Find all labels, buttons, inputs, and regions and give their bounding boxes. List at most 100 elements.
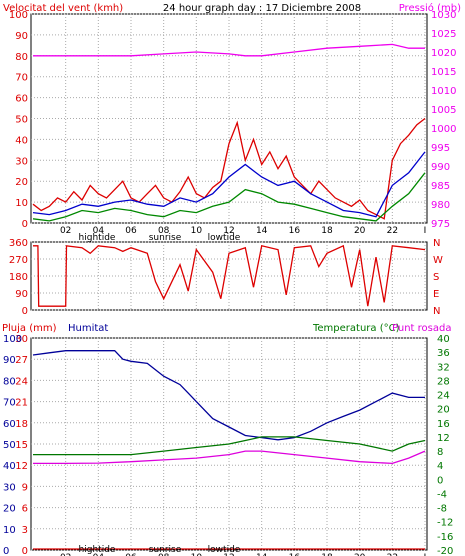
humidity-tick-label: 30: [3, 482, 16, 493]
pressure-tick-label: 1015: [431, 67, 456, 78]
rain-tick-label: 27: [15, 355, 28, 366]
wind-tick-label: 50: [15, 115, 28, 126]
x-tick-label: 08: [158, 553, 170, 556]
humidity-tick-label: 100: [3, 334, 22, 345]
series-temperature-line: [33, 436, 426, 456]
wind-tick-label: 20: [15, 177, 28, 188]
x-tick-label: 10: [191, 226, 203, 236]
series-avg-line: [32, 151, 426, 218]
pressure-axis-label: Pressió (mb): [399, 2, 461, 14]
rain-tick-label: 6: [22, 504, 28, 515]
rain-tick-label: 18: [15, 419, 28, 430]
humidity-tick-label: 40: [3, 461, 16, 472]
sunrise-label-bottom: sunrise: [149, 545, 182, 555]
temperature-tick-label: 28: [437, 376, 450, 387]
wind-axis-label: Velocitat del vent (kmh): [3, 3, 123, 14]
humidity-tick-label: 80: [3, 376, 16, 387]
sunrise-label: sunrise: [149, 233, 182, 243]
x-tick-label: 18: [321, 226, 333, 236]
hightide-label: hightide: [79, 233, 116, 243]
humidity-tick-label: 10: [3, 525, 16, 536]
lowtide-label-bottom: lowtide: [208, 545, 241, 555]
wind-tick-label: 60: [15, 94, 28, 105]
humidity-tick-label: 50: [3, 440, 16, 451]
series-humidity-line: [32, 350, 425, 441]
wind-tick-label: 30: [15, 156, 28, 167]
temperature-axis-label: Temperatura (°C): [312, 323, 400, 334]
series-low-line: [32, 172, 426, 222]
temperature-tick-label: 16: [437, 419, 450, 430]
x-tick-label: 02: [60, 553, 71, 556]
series-direction-line: [33, 244, 426, 307]
series-dewpoint-line: [33, 450, 426, 465]
x-tick-label: I: [424, 553, 427, 556]
direction-tick-label: 270: [9, 255, 28, 266]
pressure-tick-label: 975: [431, 219, 450, 230]
wind-tick-label: 40: [15, 135, 28, 146]
x-tick-label: 04: [93, 553, 105, 556]
x-tick-label: 14: [256, 553, 268, 556]
rain-tick-label: 30: [15, 334, 28, 345]
pressure-tick-label: 980: [431, 200, 450, 211]
compass-tick-label: S: [433, 272, 439, 283]
x-tick-label: 08: [158, 226, 170, 236]
x-tick-label: 14: [256, 226, 268, 236]
rain-tick-label: 15: [15, 440, 28, 451]
rain-axis-label: Pluja (mm): [2, 323, 57, 334]
x-tick-label: 04: [93, 226, 105, 236]
x-tick-label: 20: [354, 553, 366, 556]
humidity-axis-label: Humitat: [68, 323, 108, 334]
x-tick-label: 06: [125, 226, 137, 236]
x-tick-label: 16: [289, 553, 301, 556]
compass-tick-label: N: [433, 306, 440, 317]
pressure-tick-label: 1025: [431, 29, 456, 40]
compass-tick-label: W: [433, 255, 443, 266]
rain-tick-label: 24: [15, 376, 28, 387]
series-layer: [32, 43, 426, 550]
wind-tick-label: 0: [22, 219, 28, 230]
temperature-tick-label: 36: [437, 348, 450, 359]
x-tick-label: 20: [354, 226, 366, 236]
x-tick-label: 18: [321, 553, 333, 556]
series-gust-line: [32, 117, 426, 220]
pressure-tick-label: 1000: [431, 124, 456, 135]
x-tick-label: 06: [125, 553, 137, 556]
temperature-tick-label: 0: [437, 475, 443, 486]
temperature-tick-label: 12: [437, 433, 450, 444]
x-tick-label: I: [424, 226, 427, 236]
rain-tick-label: 9: [22, 482, 28, 493]
temperature-tick-label: 24: [437, 391, 450, 402]
x-tick-label: 22: [387, 226, 398, 236]
wind-tick-label: 70: [15, 73, 28, 84]
dewpoint-axis-label: Punt rosada: [392, 323, 451, 334]
pressure-tick-label: 985: [431, 181, 450, 192]
rain-tick-label: 12: [15, 461, 28, 472]
temperature-tick-label: -20: [437, 546, 453, 556]
pressure-tick-label: 1005: [431, 105, 456, 116]
x-tick-label: 12: [223, 226, 234, 236]
pressure-tick-label: 1020: [431, 48, 456, 59]
compass-tick-label: E: [433, 289, 439, 300]
lowtide-label: lowtide: [208, 233, 241, 243]
rain-tick-label: 3: [22, 525, 28, 536]
x-tick-label: 12: [223, 553, 234, 556]
pressure-tick-label: 995: [431, 143, 450, 154]
rain-tick-label: 21: [15, 398, 28, 409]
rain-tick-label: 0: [22, 546, 28, 556]
wind-tick-label: 10: [15, 198, 28, 209]
humidity-tick-label: 70: [3, 398, 16, 409]
hightide-label-bottom: hightide: [79, 545, 116, 555]
temperature-tick-label: -16: [437, 532, 453, 543]
pressure-tick-label: 1010: [431, 86, 456, 97]
direction-tick-label: 180: [9, 272, 28, 283]
compass-tick-label: N: [433, 238, 440, 249]
temperature-tick-label: 40: [437, 334, 450, 345]
direction-tick-label: 360: [9, 238, 28, 249]
humidity-tick-label: 60: [3, 419, 16, 430]
temperature-tick-label: -12: [437, 518, 453, 529]
wind-tick-label: 90: [15, 31, 28, 42]
tick-layer: 0204060810121416182022I02040608101214161…: [3, 10, 456, 556]
graph-title: 24 hour graph day : 17 Diciembre 2008: [163, 3, 361, 14]
x-tick-label: 22: [387, 553, 398, 556]
